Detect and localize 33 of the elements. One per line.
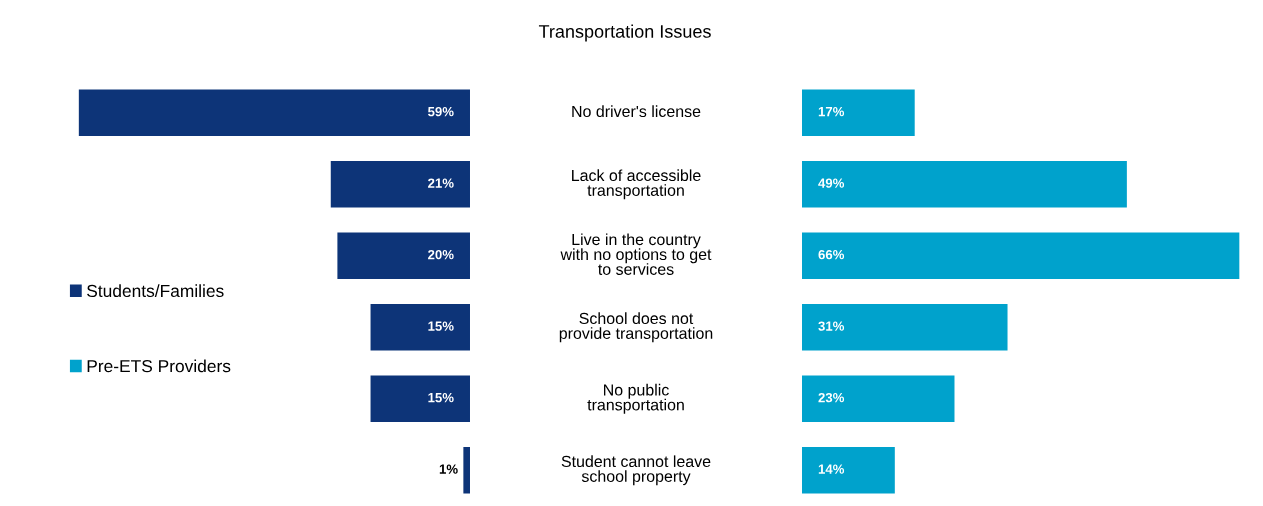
bar (802, 304, 1008, 351)
y-tick-label: Lack of accessible transportation (572, 169, 701, 200)
data-label: 14% (818, 464, 845, 474)
y-tick-label: Live in the country with no options to get to services (560, 233, 712, 275)
data-label: 59% (428, 106, 454, 117)
bar (337, 232, 470, 279)
text: Transportation Issues (538, 24, 711, 42)
legend-label: Pre-ETS Providers (87, 359, 231, 373)
data-label: 15% (428, 321, 454, 331)
bar (802, 232, 1240, 279)
data-label: 66% (818, 249, 845, 260)
bar (802, 447, 895, 494)
bar (370, 304, 470, 351)
legend-label: Students/Families (87, 284, 224, 298)
bar (802, 161, 1127, 208)
data-label: 23% (818, 392, 845, 403)
y-tick-label: No public transportation (587, 383, 684, 414)
data-label: 15% (428, 392, 454, 403)
data-label: 17% (818, 106, 845, 117)
bar (463, 447, 470, 494)
bar (802, 375, 955, 422)
data-label: 20% (428, 249, 454, 260)
bar (370, 375, 470, 422)
data-label: 31% (818, 321, 845, 331)
data-label: 21% (428, 178, 454, 188)
y-tick-label: No driver's license (572, 105, 701, 118)
data-label: 1% (439, 464, 458, 474)
data-label: 49% (818, 178, 845, 188)
y-tick-label: Student cannot leave school property (561, 455, 711, 486)
y-tick-label: School does not provide transportation (559, 312, 713, 343)
bar (330, 161, 470, 208)
bar (802, 89, 915, 136)
bar (78, 89, 470, 136)
